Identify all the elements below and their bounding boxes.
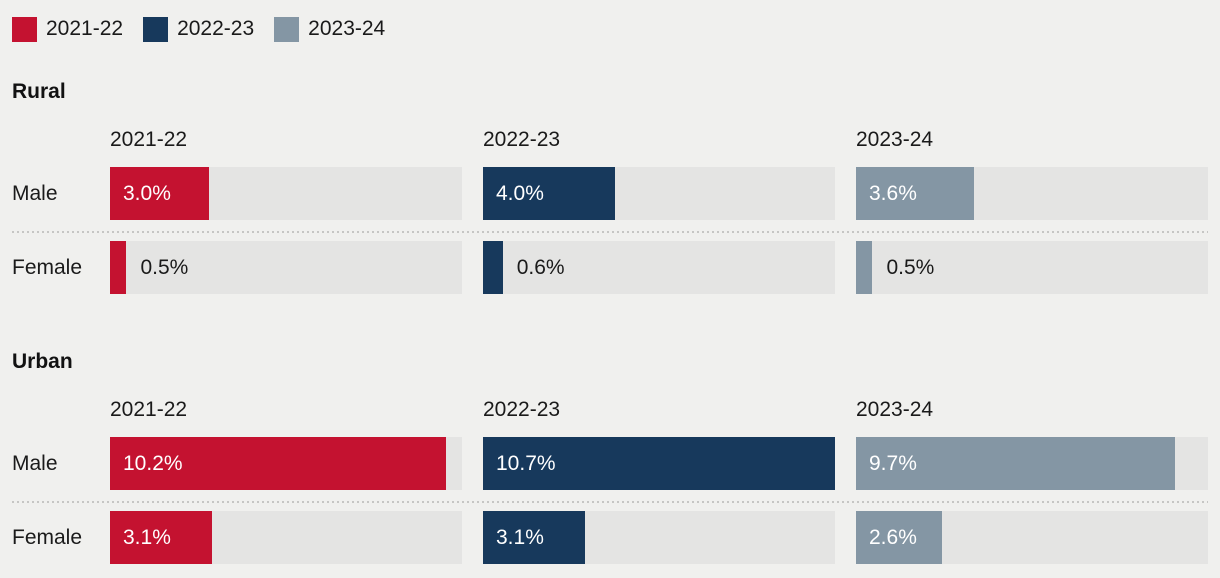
bar-fill	[483, 241, 503, 294]
bar-fill	[856, 437, 1176, 490]
bar-rural-male-2021-22: 3.0%	[110, 167, 462, 220]
bar-value-label: 0.5%	[886, 255, 935, 279]
bar-fill	[856, 511, 942, 564]
row-label-male: Male	[12, 181, 58, 205]
row-label-female: Female	[12, 525, 83, 549]
bar-value-label: 10.7%	[496, 451, 556, 475]
bar-value-label: 9.7%	[869, 451, 917, 475]
legend-swatch-2021-22	[12, 16, 37, 42]
bar-urban-male-2022-23: 10.7%	[483, 437, 835, 490]
year-header-2021-22: 2021-22	[110, 128, 188, 151]
bar-rural-male-2022-23: 4.0%	[483, 167, 835, 220]
bar-value-label: 3.1%	[496, 525, 544, 549]
bar-rural-female-2021-22: 0.5%	[110, 241, 462, 294]
year-header-2023-24: 2023-24	[856, 398, 934, 421]
legend-swatch-2022-23	[143, 16, 169, 42]
bar-fill	[110, 511, 212, 564]
year-header-2023-24: 2023-24	[856, 128, 934, 151]
section-rural: Rural 2021-22 2022-23 2023-24 Male 3.0% …	[12, 80, 1208, 294]
row-separator	[12, 231, 1208, 233]
bar-urban-male-2023-24: 9.7%	[856, 437, 1208, 490]
legend-label: 2022-23	[177, 17, 255, 40]
legend-item-2023-24: 2023-24	[274, 16, 385, 42]
bar-value-label: 10.2%	[123, 451, 183, 475]
legend-item-2022-23: 2022-23	[143, 16, 254, 42]
bar-fill	[856, 167, 975, 220]
bar-value-label: 4.0%	[496, 181, 544, 205]
bar-fill	[110, 167, 209, 220]
bar-fill	[110, 437, 446, 490]
bar-fill	[483, 437, 835, 490]
bar-value-label: 3.6%	[869, 181, 917, 205]
section-urban: Urban 2021-22 2022-23 2023-24 Male 10.2%…	[12, 350, 1208, 564]
section-heading-rural: Rural	[12, 80, 66, 103]
bar-urban-female-2022-23: 3.1%	[483, 511, 835, 564]
bar-rural-female-2022-23: 0.6%	[483, 241, 835, 294]
year-header-row: 2021-22 2022-23 2023-24	[12, 129, 1208, 150]
year-header-row: 2021-22 2022-23 2023-24	[12, 399, 1208, 420]
chart-page: 2021-22 2022-23 2023-24 Rural 2021-22 20…	[12, 16, 1208, 564]
year-header-2021-22: 2021-22	[110, 398, 188, 421]
bar-value-label: 0.6%	[516, 255, 565, 279]
year-header-2022-23: 2022-23	[483, 398, 561, 421]
legend: 2021-22 2022-23 2023-24	[12, 16, 1208, 42]
bar-row-urban-male: Male 10.2% 10.7% 9.7%	[12, 437, 1208, 490]
bar-row-urban-female: Female 3.1% 3.1% 2.6%	[12, 511, 1208, 564]
bar-value-label: 2.6%	[869, 525, 917, 549]
row-separator	[12, 501, 1208, 503]
section-heading-urban: Urban	[12, 350, 73, 373]
bar-fill	[483, 167, 615, 220]
legend-label: 2023-24	[308, 17, 386, 40]
year-header-2022-23: 2022-23	[483, 128, 561, 151]
bar-value-label: 0.5%	[140, 255, 189, 279]
bar-fill	[856, 241, 873, 294]
bar-row-rural-male: Male 3.0% 4.0% 3.6%	[12, 167, 1208, 220]
legend-label: 2021-22	[46, 17, 124, 40]
bar-urban-female-2021-22: 3.1%	[110, 511, 462, 564]
bar-value-label: 3.1%	[123, 525, 171, 549]
bar-value-label: 3.0%	[123, 181, 171, 205]
bar-urban-female-2023-24: 2.6%	[856, 511, 1208, 564]
legend-item-2021-22: 2021-22	[12, 16, 123, 42]
bar-urban-male-2021-22: 10.2%	[110, 437, 462, 490]
bar-row-rural-female: Female 0.5% 0.6% 0.5%	[12, 241, 1208, 294]
row-label-male: Male	[12, 451, 58, 475]
bar-rural-female-2023-24: 0.5%	[856, 241, 1208, 294]
bar-fill	[483, 511, 585, 564]
row-label-female: Female	[12, 255, 83, 279]
bar-fill	[110, 241, 127, 294]
bar-rural-male-2023-24: 3.6%	[856, 167, 1208, 220]
legend-swatch-2023-24	[274, 16, 300, 42]
